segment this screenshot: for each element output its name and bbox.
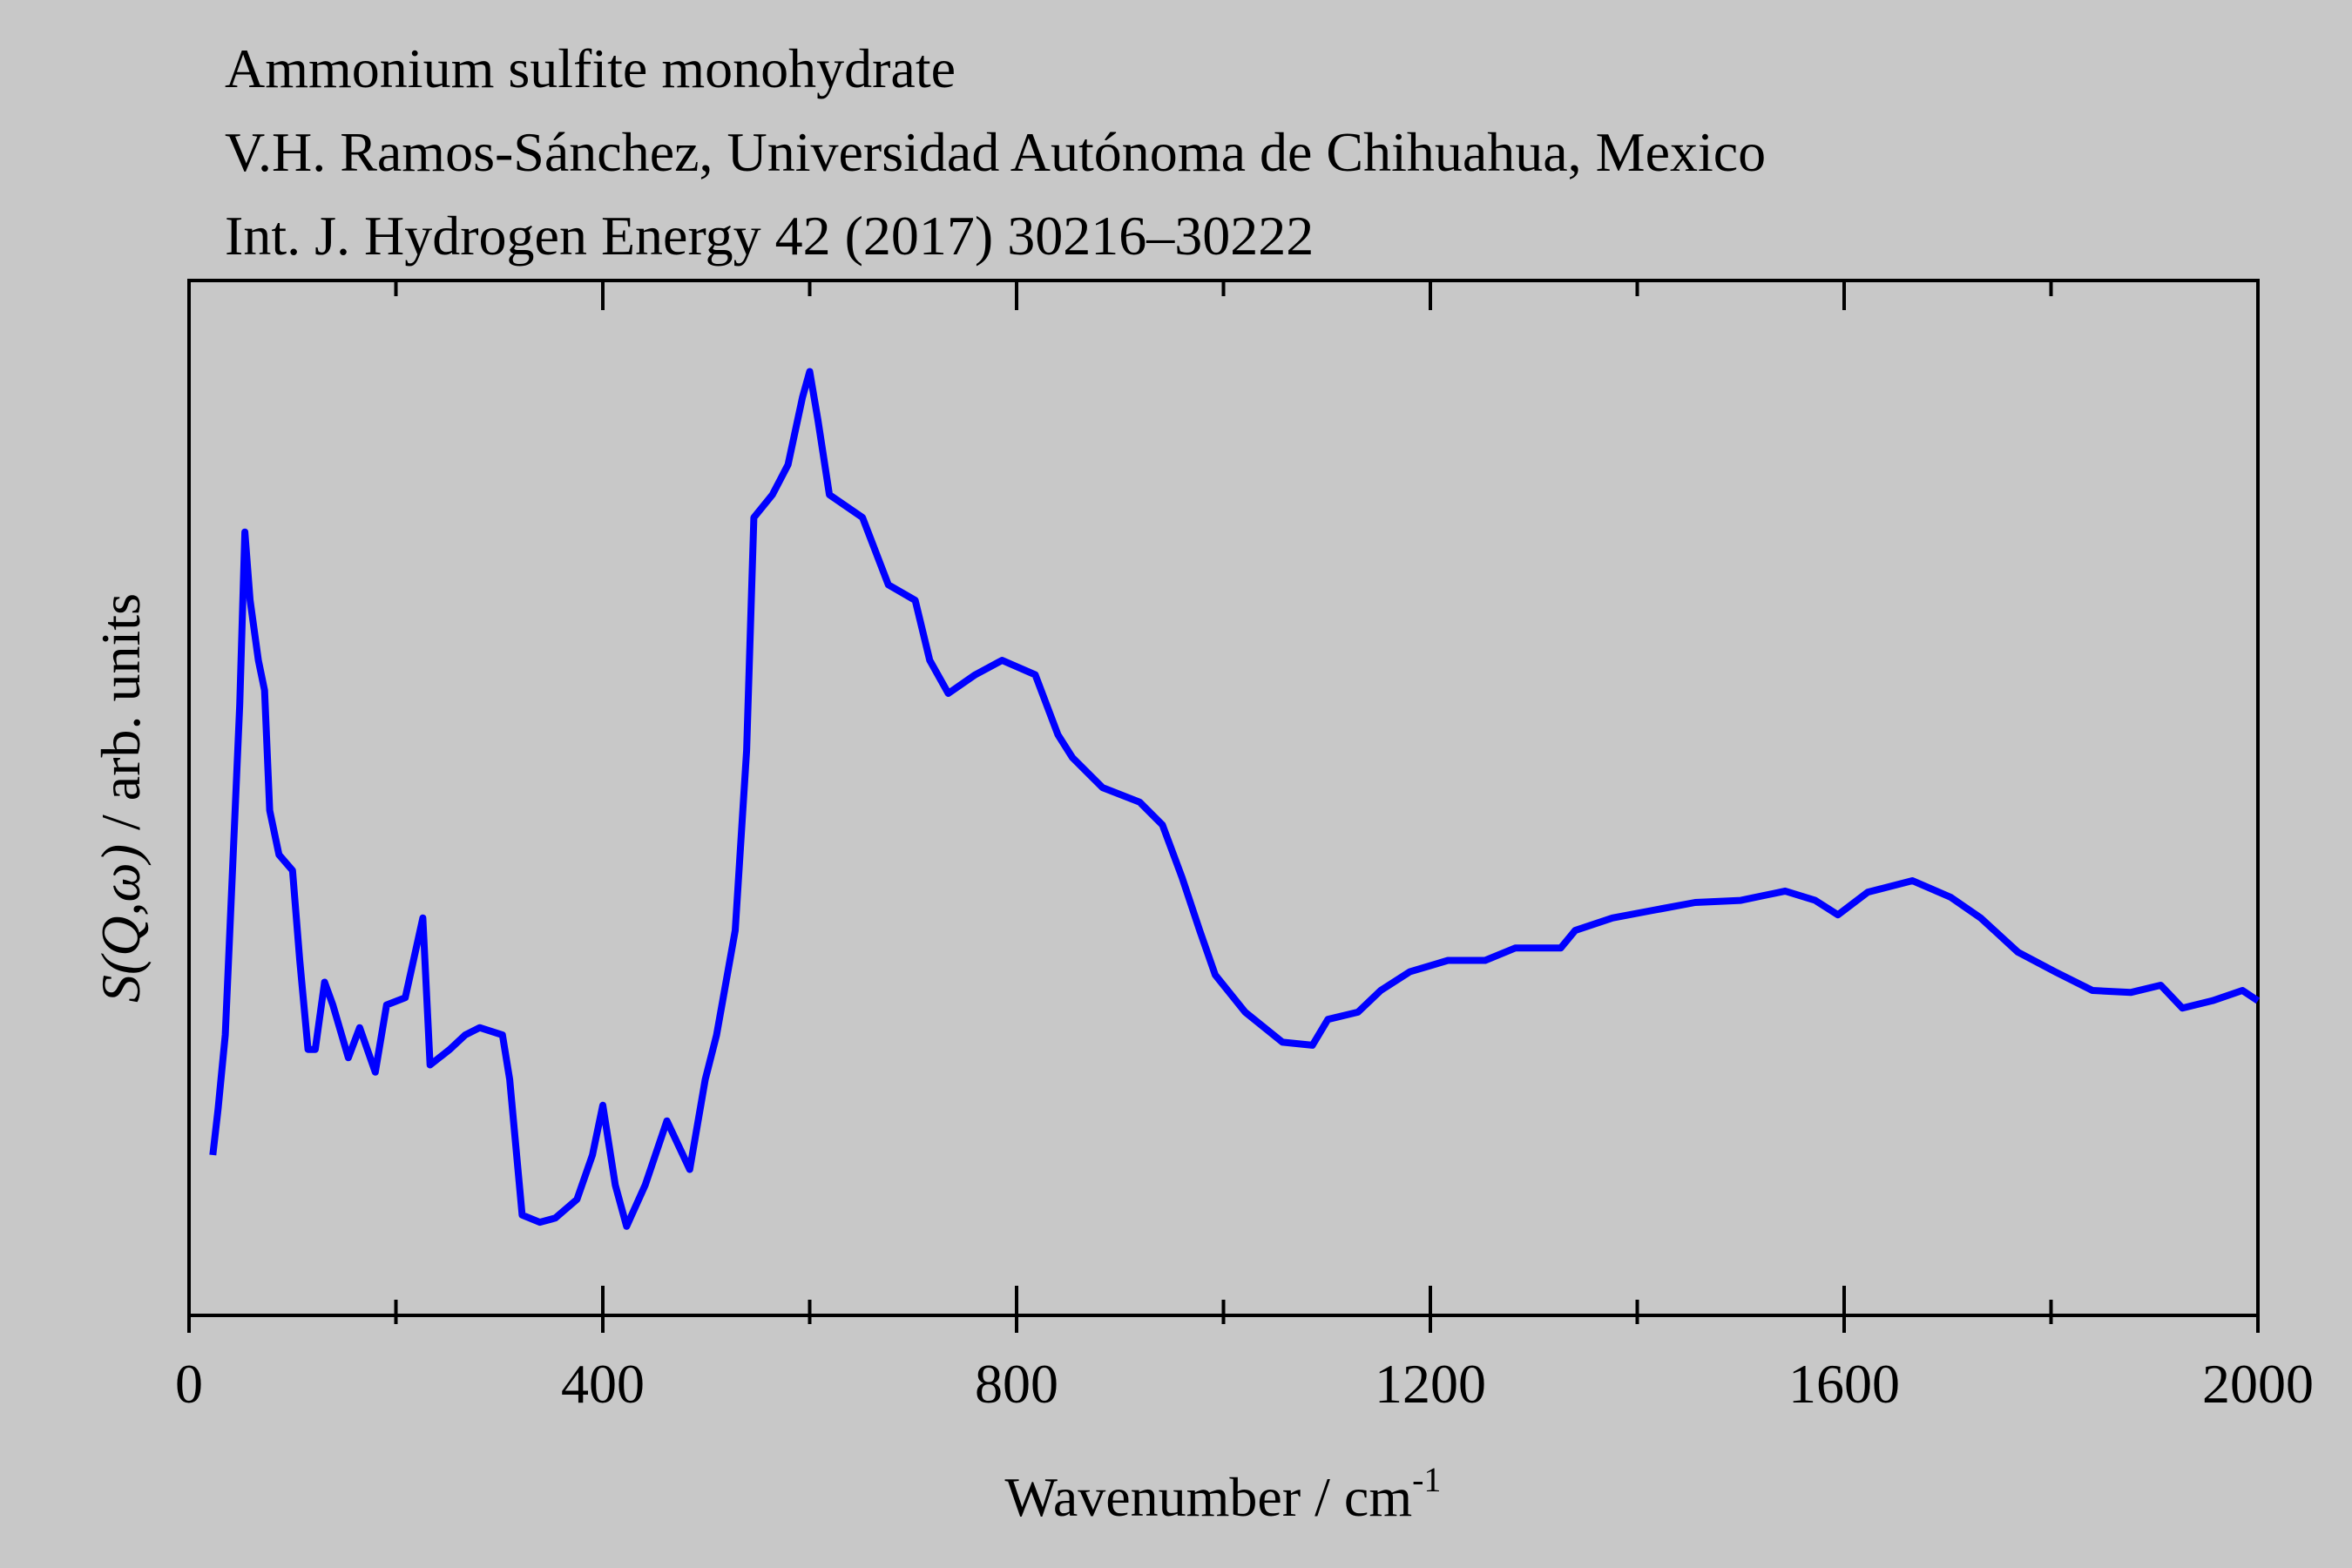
- chart-title: Ammonium sulfite monohydrate: [225, 37, 956, 99]
- y-axis-label: S(Q,ω) / arb. units: [90, 593, 152, 1003]
- x-tick-label: 2000: [2202, 1353, 2314, 1415]
- y-label-symbol: S(Q,ω): [90, 844, 152, 1003]
- x-label-sup: -1: [1412, 1460, 1441, 1499]
- x-tick-label: 1200: [1375, 1353, 1486, 1415]
- chart-subtitle: V.H. Ramos-Sánchez, Universidad Autónoma…: [225, 121, 1766, 183]
- x-tick-label: 1600: [1788, 1353, 1900, 1415]
- x-tick-label: 0: [175, 1353, 203, 1415]
- chart-subtitle: Int. J. Hydrogen Energy 42 (2017) 30216–…: [225, 205, 1314, 267]
- x-tick-label: 400: [561, 1353, 645, 1415]
- x-label-text: Wavenumber / cm: [1005, 1466, 1413, 1528]
- x-axis-label: Wavenumber / cm-1: [1005, 1460, 1442, 1528]
- y-label-units: / arb. units: [90, 593, 152, 844]
- data-line: [209, 368, 2261, 1230]
- x-tick-label: 800: [975, 1353, 1058, 1415]
